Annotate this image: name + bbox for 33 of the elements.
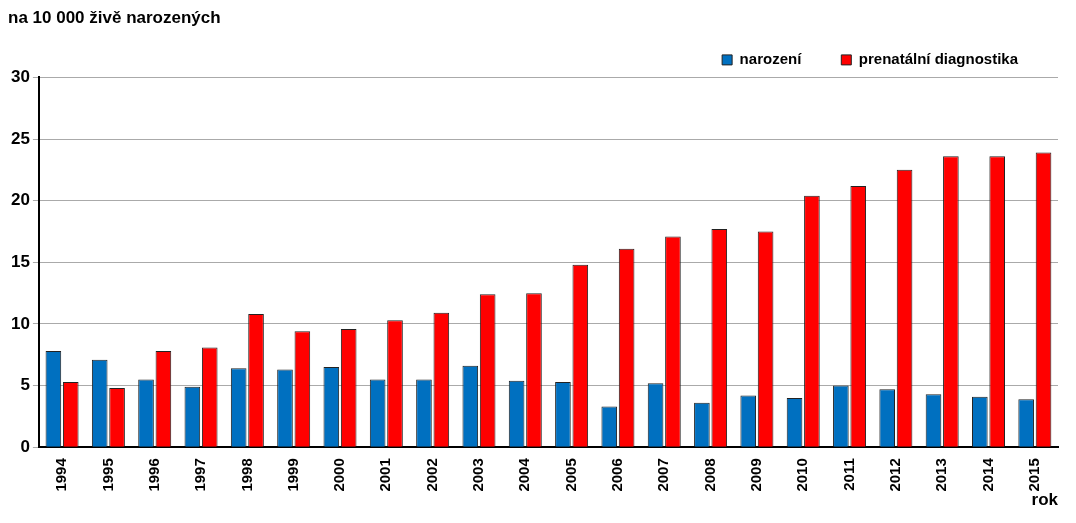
x-tick-label: 1999: [283, 458, 301, 492]
x-tick-label: 1996: [144, 458, 162, 492]
legend-label: narození: [739, 50, 803, 68]
y-tick-label: 15: [10, 252, 30, 271]
x-tick-label: 2007: [654, 458, 672, 492]
x-tick-label: 2014: [978, 457, 996, 492]
chart-title: na 10 000 živě narozených: [8, 7, 221, 27]
x-tick-label: 2013: [932, 458, 950, 492]
x-tick-label: 2005: [561, 458, 579, 492]
y-tick-label: 30: [10, 67, 30, 87]
x-tick-label: 2001: [376, 458, 394, 492]
x-tick-label: 1997: [191, 458, 209, 492]
x-tick-label: 2004: [515, 457, 533, 492]
x-tick-label: 1994: [52, 457, 70, 492]
x-tick-label: 2015: [1024, 458, 1042, 492]
x-tick-label: 2011: [839, 458, 857, 491]
x-axis-title: rok: [1031, 490, 1059, 510]
x-tick-label: 2002: [422, 458, 440, 492]
y-tick-label: 25: [10, 128, 30, 148]
x-tick-label: 2012: [886, 458, 904, 492]
legend-label: prenatální diagnostika: [858, 50, 1019, 68]
x-tick-label: 2006: [608, 458, 626, 492]
y-tick-label: 20: [10, 190, 30, 210]
y-tick-label: 5: [20, 375, 30, 395]
x-tick-label: 2009: [747, 458, 765, 492]
x-tick-label: 1998: [237, 458, 255, 492]
x-tick-label: 2000: [330, 458, 348, 492]
y-tick-label: 10: [10, 313, 30, 333]
x-tick-label: 2008: [700, 458, 718, 492]
x-tick-label: 1995: [98, 458, 116, 492]
y-tick-label: 0: [20, 436, 30, 456]
x-tick-label: 2010: [793, 458, 811, 492]
x-tick-label: 2003: [469, 458, 487, 492]
